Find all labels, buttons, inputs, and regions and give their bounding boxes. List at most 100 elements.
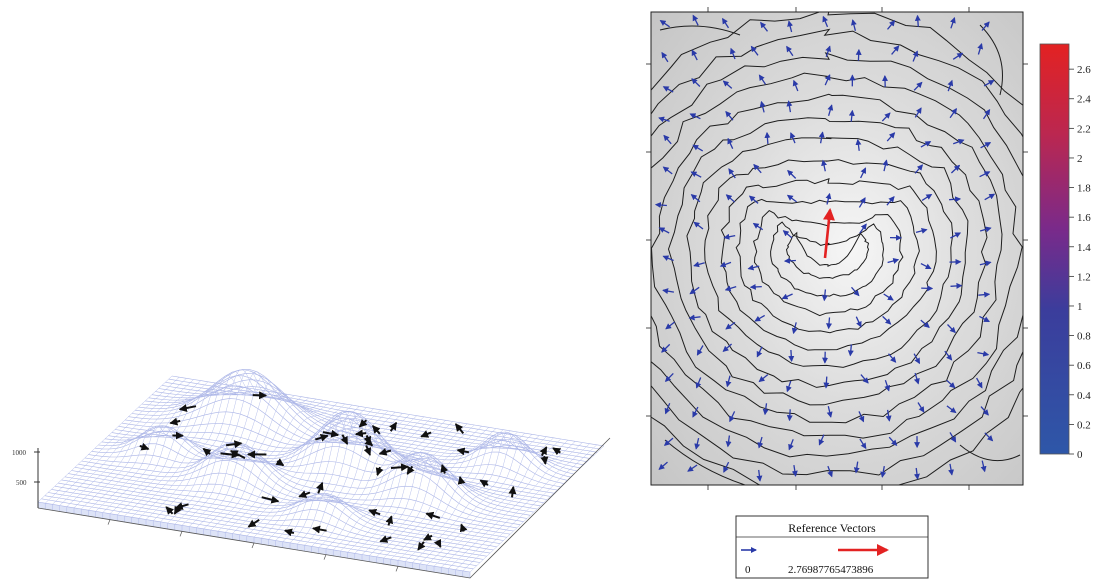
vector-arrow [725,375,732,388]
vector-arrow [722,17,730,29]
colorbar-tick-label: 0.4 [1077,390,1091,402]
vector-arrow [882,159,889,172]
mesh-line [95,385,230,512]
surface-arrow [298,490,311,498]
vector-arrow [950,282,963,289]
vector-arrow [792,79,799,92]
vector-arrow [787,20,794,33]
vector-arrow [979,315,990,323]
surface-mesh [37,369,611,579]
vector-arrow [948,463,954,476]
surface-arrow [417,541,426,551]
surface-arrow [379,535,392,543]
vector-arrow [888,436,898,447]
contour-line [686,137,969,388]
surface-arrow [378,447,392,456]
contour-line [659,25,741,36]
vector-arrow [788,439,794,451]
base-tick [251,542,255,549]
vector-arrow [860,374,869,384]
vector-arrow [826,406,833,418]
surface-arrow [457,476,466,485]
vector-arrow [913,467,920,480]
surface-arrow [363,445,372,456]
vector-arrow [952,138,965,145]
colorbar-tick-label: 1.4 [1077,242,1091,254]
vector-arrow [912,50,919,62]
vector-arrow [725,110,734,121]
contour-lines [651,12,1023,485]
vector-arrow [950,164,961,174]
mesh-line [124,375,259,517]
z-tick-label: 500 [16,479,27,487]
colorbar-tick-label: 2 [1077,153,1083,165]
mesh-line [419,437,554,564]
vector-arrow [786,380,792,393]
vector-arrow [696,345,704,356]
vector-arrow [848,109,855,122]
vector-field [654,14,996,482]
vector-arrow [979,171,991,178]
vector-arrow [688,314,701,321]
vector-arrow [886,132,896,142]
surface-arrow [340,434,349,445]
mesh-line [102,386,237,513]
mesh-line [196,401,331,528]
vector-arrow [750,45,759,56]
vector-arrow [827,104,834,116]
vector-arrow [913,372,920,385]
vector-arrow [722,80,733,89]
vector-arrow [756,469,763,482]
vector-arrow [882,315,892,325]
vector-arrow [984,193,996,201]
vector-arrow [886,196,895,206]
vector-arrow [982,108,991,120]
vector-arrow [658,461,668,470]
vector-arrow [690,171,702,178]
vector-arrow [663,437,674,446]
surface-arrow [229,450,246,459]
vector-arrow [847,344,854,357]
vector-arrow [786,100,793,113]
vector-arrow [915,227,928,234]
contour-line [785,231,870,279]
vector-arrow [782,230,793,239]
vector-arrow [822,15,829,28]
contour-line [753,209,904,317]
surface-arrow [169,417,181,426]
mesh-line [45,377,180,504]
vector-arrow [921,193,933,201]
vector-arrow [662,255,674,262]
contour-line [720,178,937,351]
vector-arrow [787,169,797,179]
vector-arrow [949,196,962,203]
vector-arrow [980,142,992,149]
colorbar: 0 0.2 0.4 0.6 0.8 1 1.2 1.4 1.6 1.8 2 2.2 2.4 2.6 [1039,43,1091,461]
vector-arrow [983,79,995,87]
vector-arrow [728,168,736,179]
surface-arrow [375,466,384,477]
vector-arrow [664,403,671,415]
vector-arrow [984,432,994,442]
mesh-line [340,424,475,552]
surface-arrow [425,511,441,520]
vector-arrow [663,134,672,145]
vector-arrow [851,19,857,31]
mesh-line [354,427,489,554]
surface-arrow [314,433,329,442]
vector-arrow [880,465,887,478]
vector-arrow [725,321,736,330]
vector-arrow [947,324,956,334]
vector-arrow [914,14,921,27]
colorbar-tick-label: 1.8 [1077,183,1091,195]
vector-arrow [826,317,833,330]
vector-arrow [760,21,769,32]
vector-arrow [855,138,862,151]
vector-arrow [692,144,704,152]
surface-plot: 1000 500 [12,369,611,579]
vector-arrow [913,81,923,91]
mesh-line [98,425,531,516]
vector-arrow [947,79,954,92]
contour-line [959,444,1021,462]
